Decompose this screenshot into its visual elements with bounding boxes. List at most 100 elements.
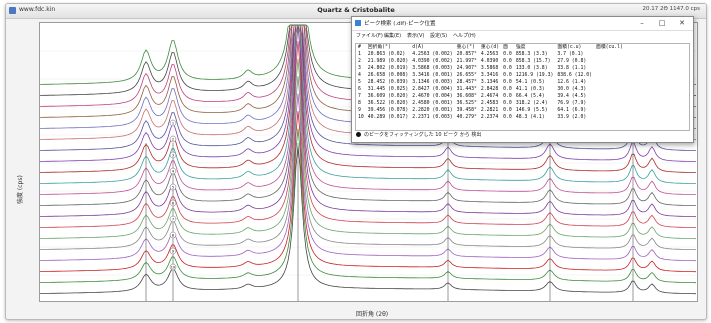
- menu-settings[interactable]: 設定(S): [430, 33, 448, 39]
- peak-label-text: 1: [172, 122, 174, 126]
- table-row[interactable]: 6 31.445 (0.025) 2.8427 (0.004) 31.443° 2.84…: [356, 86, 625, 93]
- table-row[interactable]: 2 21.989 (0.020) 4.0390 (0.002) 21.997° 4.03…: [356, 58, 625, 65]
- table-cell: 4.2563: [480, 52, 499, 57]
- table-cell: 3: [358, 66, 361, 71]
- table-cell: 2.4670 (0.004): [412, 94, 453, 99]
- table-cell: 146.9 (5.5): [515, 108, 548, 113]
- peak-label-marker[interactable]: [169, 215, 177, 223]
- menu-view[interactable]: 表示(V): [407, 33, 425, 39]
- table-cell: 0.0: [503, 101, 512, 106]
- diffraction-trace[interactable]: [40, 76, 697, 251]
- table-cell: 33.8 (1.1): [557, 66, 587, 71]
- diffraction-trace[interactable]: [40, 146, 696, 295]
- table-cell: 0.0: [503, 80, 512, 85]
- peak-label-marker[interactable]: [169, 263, 177, 271]
- table-cell: 0.0: [503, 87, 512, 92]
- column-header[interactable]: 面積(c.u): [557, 45, 582, 50]
- table-row[interactable]: 5 28.452 (0.039) 3.1346 (0.003) 28.457° 3.13…: [356, 79, 625, 86]
- peak-label-marker[interactable]: [169, 167, 177, 175]
- close-button[interactable]: ✕: [679, 19, 685, 27]
- table-row[interactable]: 9 39.456 (0.078) 2.2820 (0.001) 39.458° 2.28…: [356, 107, 625, 114]
- peak-label-marker[interactable]: [169, 183, 177, 191]
- peak-label-text: 6: [172, 202, 174, 206]
- table-cell: 3.5868 (0.003): [412, 66, 453, 71]
- table-cell: 20.857°: [456, 52, 477, 57]
- menu-edit[interactable]: 編集(E): [384, 33, 402, 39]
- y-axis-label: 強度 (cps): [17, 175, 24, 204]
- menu-file[interactable]: ファイル(F): [356, 33, 383, 39]
- column-header[interactable]: 重心(d): [480, 45, 500, 50]
- table-cell: 39.456 (0.078): [367, 108, 409, 113]
- table-cell: 2.4580 (0.001): [412, 101, 453, 106]
- table-cell: 12.6 (1.4): [557, 80, 587, 85]
- table-cell: 3.5868: [480, 66, 499, 71]
- column-header[interactable]: d(Å): [412, 45, 424, 50]
- peak-label-text: 9: [172, 250, 174, 254]
- peak-label-marker[interactable]: [169, 231, 177, 239]
- diffraction-trace[interactable]: [40, 24, 696, 206]
- table-cell: 76.9 (7.9): [557, 101, 587, 106]
- table-cell: 39.4 (4.5): [557, 94, 587, 99]
- table-cell: 4: [358, 73, 361, 78]
- column-header[interactable]: 重心(°): [456, 45, 475, 50]
- diffraction-trace[interactable]: [40, 24, 697, 218]
- diffraction-trace[interactable]: [40, 128, 696, 284]
- cursor-readout: 20.17 2Θ 1147.0 cps: [642, 6, 700, 12]
- table-cell: 26.658 (0.008): [367, 73, 409, 78]
- table-row[interactable]: 10 40.289 (0.017) 2.2371 (0.003) 40.279° 2.2…: [356, 114, 625, 121]
- column-header[interactable]: #: [358, 45, 361, 50]
- file-name: www.fdc.kin: [19, 6, 56, 13]
- table-cell: 2.2820 (0.001): [412, 108, 453, 113]
- peak-label-marker[interactable]: [169, 135, 177, 143]
- table-cell: 31.443°: [456, 87, 477, 92]
- dialog-status-text: のピークをフィッティングした 10 ピーク から 検出: [356, 131, 481, 138]
- table-cell: 3.3416 (0.001): [412, 73, 453, 78]
- peak-table[interactable]: # 回折角(°) d(Å) 重心(°) 重心(d) 面 強度 面積(c.u) 面…: [355, 43, 690, 131]
- status-message: のピークをフィッティングした 10 ピーク から 検出: [364, 132, 482, 138]
- table-row[interactable]: 1 20.863 (0.02) 4.2563 (0.002) 20.857° 4.256…: [356, 51, 625, 58]
- table-row[interactable]: 4 26.658 (0.008) 3.3416 (0.001) 26.655° 3.34…: [356, 72, 625, 79]
- table-cell: 858.3 (3.3): [515, 52, 548, 57]
- table-cell: 3.3416: [480, 73, 499, 78]
- table-cell: 36.522 (0.020): [367, 101, 409, 106]
- table-cell: 0.0: [503, 52, 512, 57]
- peak-label-text: 7: [172, 218, 174, 222]
- diffraction-trace[interactable]: [40, 24, 696, 184]
- peak-label-marker[interactable]: [169, 119, 177, 127]
- column-header[interactable]: 強度: [515, 45, 526, 50]
- maximize-button[interactable]: □: [658, 19, 666, 27]
- column-header[interactable]: 回折角(°): [367, 45, 391, 50]
- diffraction-trace[interactable]: [40, 24, 696, 162]
- diffraction-trace[interactable]: [40, 24, 696, 173]
- column-header[interactable]: 面: [503, 45, 508, 50]
- table-cell: 40.289 (0.017): [367, 115, 409, 120]
- peak-label-marker[interactable]: [169, 247, 177, 255]
- minimize-button[interactable]: –: [640, 19, 644, 27]
- table-row[interactable]: 7 36.609 (0.020) 2.4670 (0.004) 36.608° 2.46…: [356, 93, 625, 100]
- table-cell: 2.8428: [480, 87, 499, 92]
- table-cell: 2.2374: [480, 115, 499, 120]
- diffraction-trace[interactable]: [40, 24, 696, 151]
- peak-label-text: 3: [172, 154, 174, 158]
- diffraction-trace[interactable]: [40, 58, 697, 240]
- column-header[interactable]: 面積(cu.l): [596, 45, 623, 50]
- diffraction-trace[interactable]: [40, 111, 696, 273]
- table-cell: 838.6 (12.0): [557, 73, 593, 78]
- table-cell: 21.997°: [456, 59, 477, 64]
- table-cell: 26.655°: [456, 73, 477, 78]
- menu-help[interactable]: ヘルプ(H): [453, 33, 476, 39]
- diffraction-trace[interactable]: [40, 24, 696, 195]
- peak-label-marker[interactable]: [169, 199, 177, 207]
- x-axis-label: 回折角 (2θ): [356, 311, 389, 318]
- table-cell: 2.8427 (0.004): [412, 87, 453, 92]
- dialog-title-bar[interactable]: ピーク検索 (.dif)·ピーク位置 – □ ✕: [352, 17, 693, 31]
- table-row[interactable]: 8 36.522 (0.020) 2.4580 (0.001) 36.525° 2.45…: [356, 100, 625, 107]
- table-cell: 5: [358, 80, 361, 85]
- table-cell: 133.0 (3.8): [515, 66, 548, 71]
- table-cell: 33.9 (2.0): [557, 115, 587, 120]
- peak-label-marker[interactable]: [169, 151, 177, 159]
- diffraction-trace[interactable]: [40, 41, 697, 229]
- diffraction-trace[interactable]: [40, 93, 696, 262]
- peak-list-dialog[interactable]: ピーク検索 (.dif)·ピーク位置 – □ ✕ ファイル(F) 編集(E) 表…: [351, 16, 694, 143]
- table-row[interactable]: 3 24.802 (0.019) 3.5868 (0.003) 24.907° 3.58…: [356, 65, 625, 72]
